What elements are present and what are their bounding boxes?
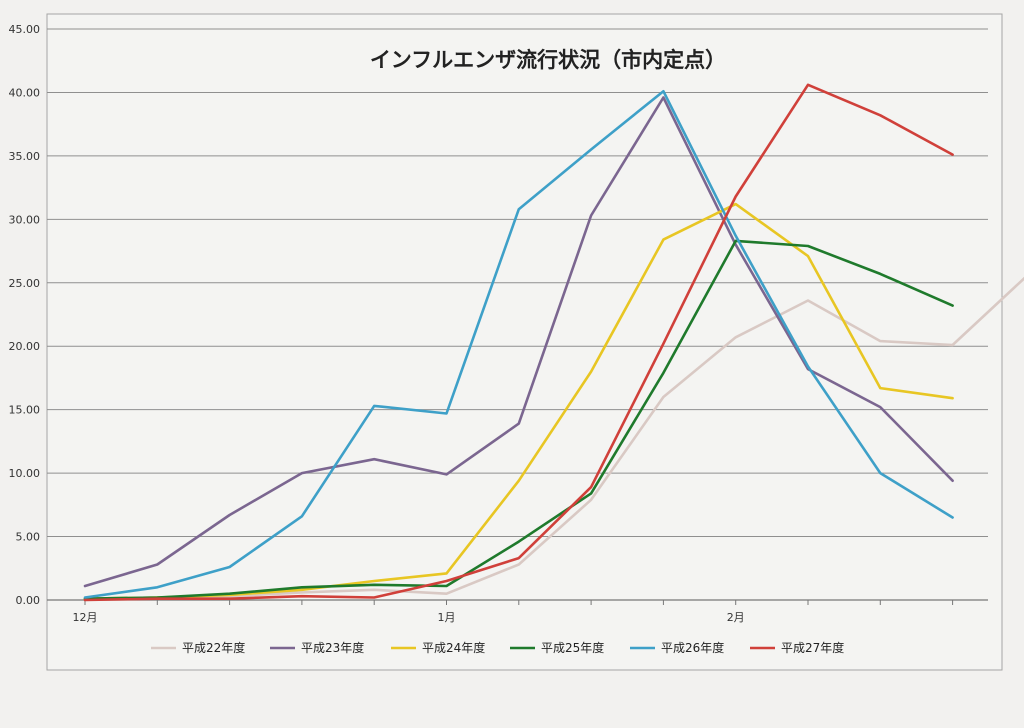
series-line xyxy=(83,96,954,588)
y-tick-label: 0.00 xyxy=(16,594,41,607)
chart-title: インフルエンザ流行状況（市内定点） xyxy=(370,48,726,72)
y-tick-label: 10.00 xyxy=(9,467,41,480)
chart-frame xyxy=(46,13,1003,671)
legend-label: 平成24年度 xyxy=(422,640,485,655)
y-tick-label: 5.00 xyxy=(16,531,41,544)
y-tick-label: 25.00 xyxy=(9,277,41,290)
y-tick-label: 20.00 xyxy=(9,340,41,353)
y-tick-label: 35.00 xyxy=(9,150,41,163)
x-tick-label: 2月 xyxy=(727,611,745,624)
legend-label: 平成26年度 xyxy=(661,640,724,655)
series-line xyxy=(83,83,954,602)
y-tick-label: 15.00 xyxy=(9,404,41,417)
y-tick-label: 30.00 xyxy=(9,213,41,226)
y-tick-label: 40.00 xyxy=(9,86,41,99)
x-tick-label: 1月 xyxy=(438,611,456,624)
legend-label: 平成27年度 xyxy=(781,640,844,655)
series-line xyxy=(83,89,954,599)
legend-label: 平成25年度 xyxy=(541,640,604,655)
y-tick-label: 45.00 xyxy=(9,23,41,36)
legend-label: 平成23年度 xyxy=(301,640,364,655)
x-tick-label: 12月 xyxy=(73,611,98,624)
series-line xyxy=(83,276,1024,601)
legend-label: 平成22年度 xyxy=(182,640,245,655)
series-line xyxy=(83,239,954,601)
